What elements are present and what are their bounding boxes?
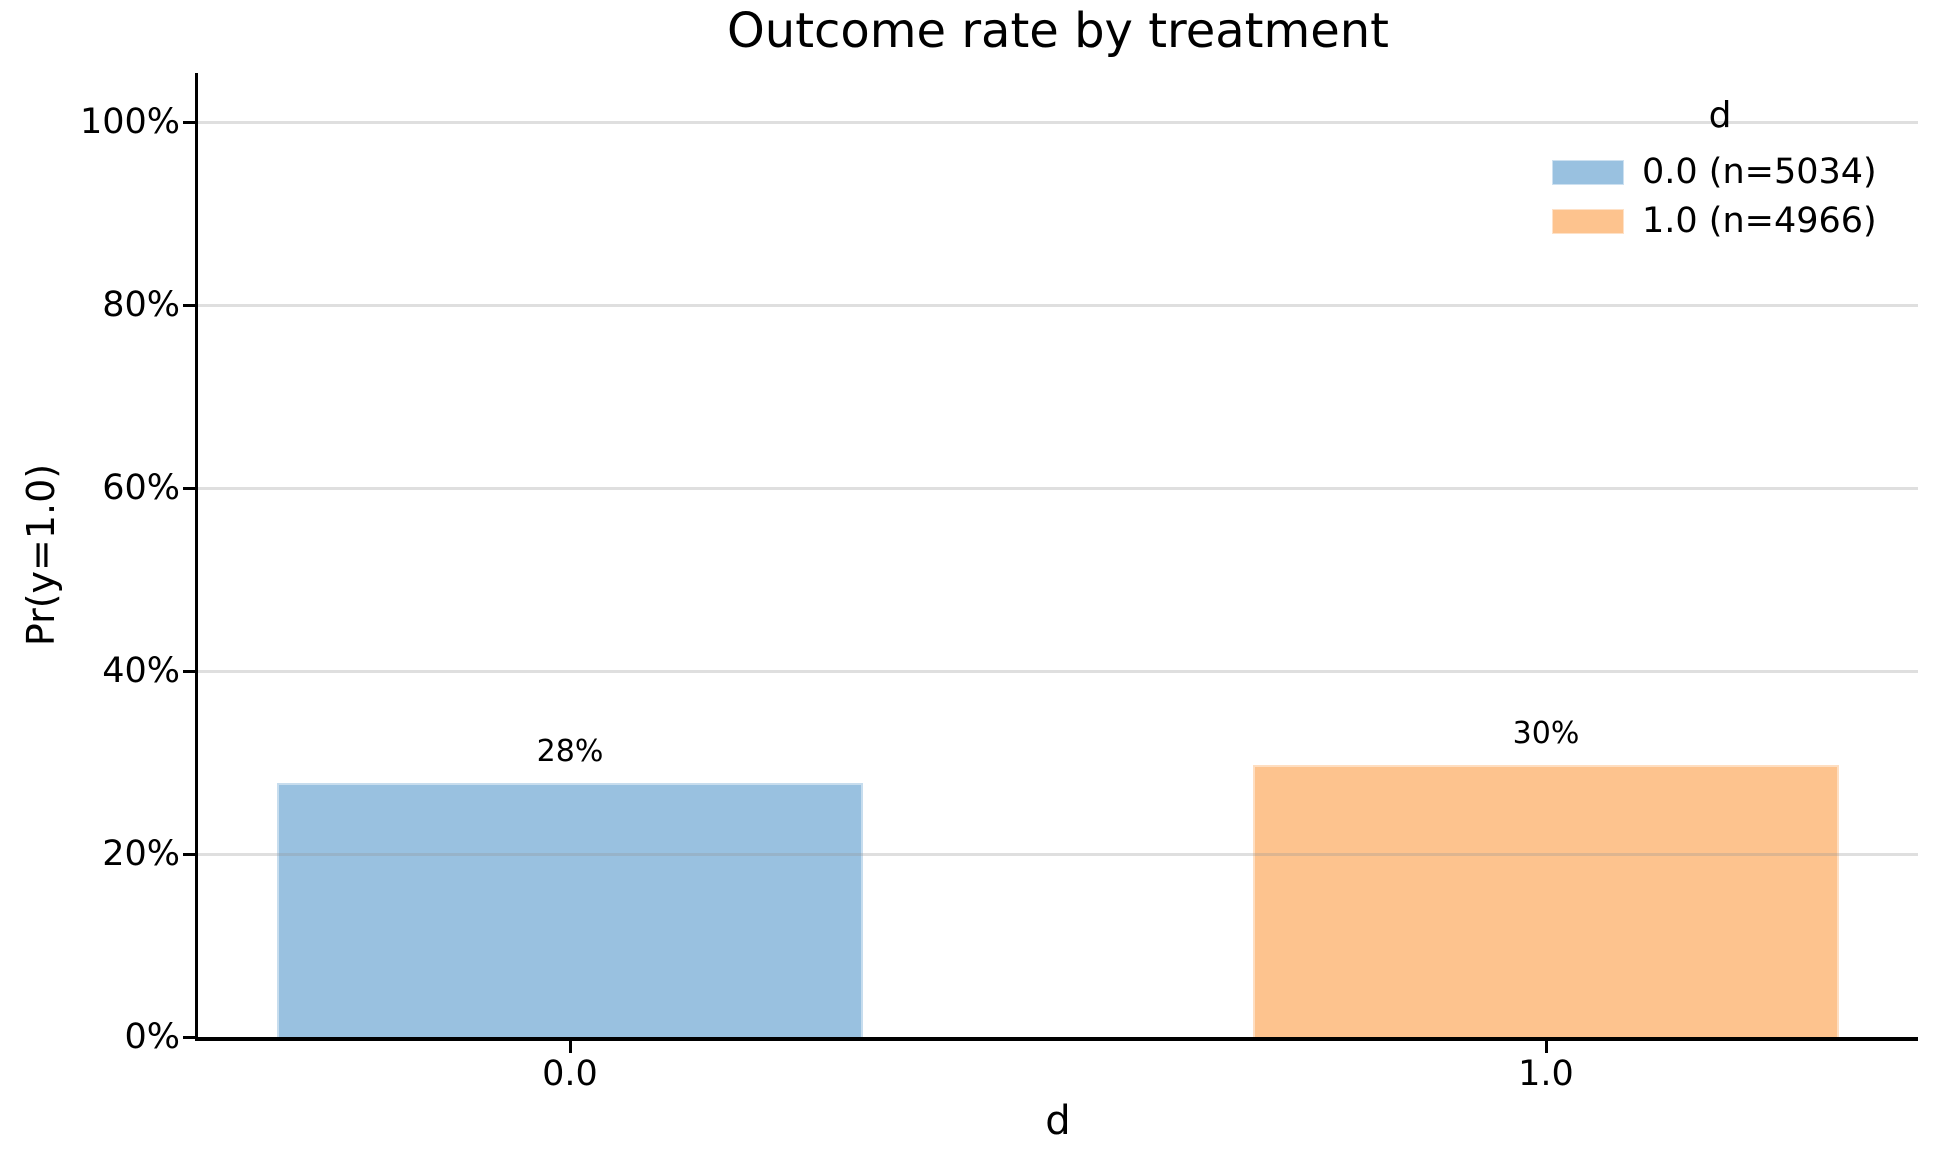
legend: d 0.0 (n=5034) 1.0 (n=4966) [1550, 94, 1910, 246]
chart-title: Outcome rate by treatment [726, 3, 1389, 59]
y-tick-label-100: 100% [79, 102, 180, 142]
bar-1.0 [1253, 765, 1839, 1037]
plot-area: 28% 30% [198, 73, 1918, 1037]
legend-entry-label-0: 0.0 (n=5034) [1642, 152, 1877, 192]
legend-rows: 0.0 (n=5034) 1.0 (n=4966) [1550, 148, 1910, 246]
y-tick-label-40: 40% [102, 651, 180, 691]
bar-value-label-1.0: 30% [1512, 716, 1580, 752]
gridline-20 [198, 852, 1918, 856]
y-tick-mark-40 [183, 669, 195, 673]
legend-entry-0: 0.0 (n=5034) [1550, 148, 1910, 197]
x-tick-label-0.0: 0.0 [542, 1054, 598, 1094]
gridline-60 [198, 486, 1918, 490]
x-axis-label: d [1045, 1098, 1071, 1144]
y-tick-mark-20 [183, 852, 195, 856]
y-tick-mark-100 [183, 120, 195, 124]
x-tick-mark-1.0 [1544, 1041, 1548, 1053]
bar-value-label-0.0: 28% [536, 733, 604, 769]
legend-swatch-0 [1552, 160, 1624, 185]
legend-title: d [1708, 95, 1732, 136]
legend-swatch-1 [1552, 209, 1624, 234]
y-tick-label-60: 60% [102, 468, 180, 508]
y-tick-mark-60 [183, 486, 195, 490]
legend-entry-label-1: 1.0 (n=4966) [1642, 201, 1877, 241]
gridline-80 [198, 303, 1918, 307]
gridline-100 [198, 120, 1918, 124]
x-axis-spine [195, 1037, 1918, 1041]
y-tick-mark-0 [183, 1035, 195, 1039]
y-tick-label-0: 0% [124, 1017, 180, 1057]
y-tick-label-80: 80% [102, 285, 180, 325]
gridline-40 [198, 669, 1918, 673]
y-tick-mark-80 [183, 303, 195, 307]
x-tick-mark-0.0 [568, 1041, 572, 1053]
y-axis-spine [195, 73, 198, 1041]
legend-entry-1: 1.0 (n=4966) [1550, 197, 1910, 246]
bar-0.0 [277, 782, 863, 1037]
y-tick-label-20: 20% [102, 834, 180, 874]
x-tick-label-1.0: 1.0 [1518, 1054, 1574, 1094]
